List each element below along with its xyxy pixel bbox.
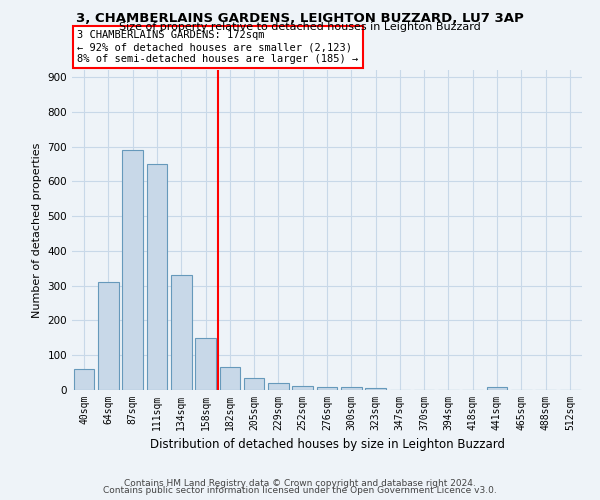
Bar	[98, 282, 119, 390]
Bar	[195, 338, 216, 390]
Bar	[122, 150, 143, 390]
Bar	[341, 387, 362, 390]
Bar	[146, 164, 167, 390]
Bar	[487, 387, 508, 390]
Text: Contains HM Land Registry data © Crown copyright and database right 2024.: Contains HM Land Registry data © Crown c…	[124, 478, 476, 488]
Text: Size of property relative to detached houses in Leighton Buzzard: Size of property relative to detached ho…	[119, 22, 481, 32]
Bar	[171, 275, 191, 390]
Text: 3 CHAMBERLAINS GARDENS: 172sqm
← 92% of detached houses are smaller (2,123)
8% o: 3 CHAMBERLAINS GARDENS: 172sqm ← 92% of …	[77, 30, 358, 64]
Bar	[292, 386, 313, 390]
Text: Contains public sector information licensed under the Open Government Licence v3: Contains public sector information licen…	[103, 486, 497, 495]
Bar	[220, 368, 240, 390]
Bar	[268, 383, 289, 390]
Bar	[74, 369, 94, 390]
Bar	[365, 388, 386, 390]
Bar	[317, 387, 337, 390]
Y-axis label: Number of detached properties: Number of detached properties	[32, 142, 42, 318]
Text: 3, CHAMBERLAINS GARDENS, LEIGHTON BUZZARD, LU7 3AP: 3, CHAMBERLAINS GARDENS, LEIGHTON BUZZAR…	[76, 12, 524, 26]
X-axis label: Distribution of detached houses by size in Leighton Buzzard: Distribution of detached houses by size …	[149, 438, 505, 452]
Bar	[244, 378, 265, 390]
